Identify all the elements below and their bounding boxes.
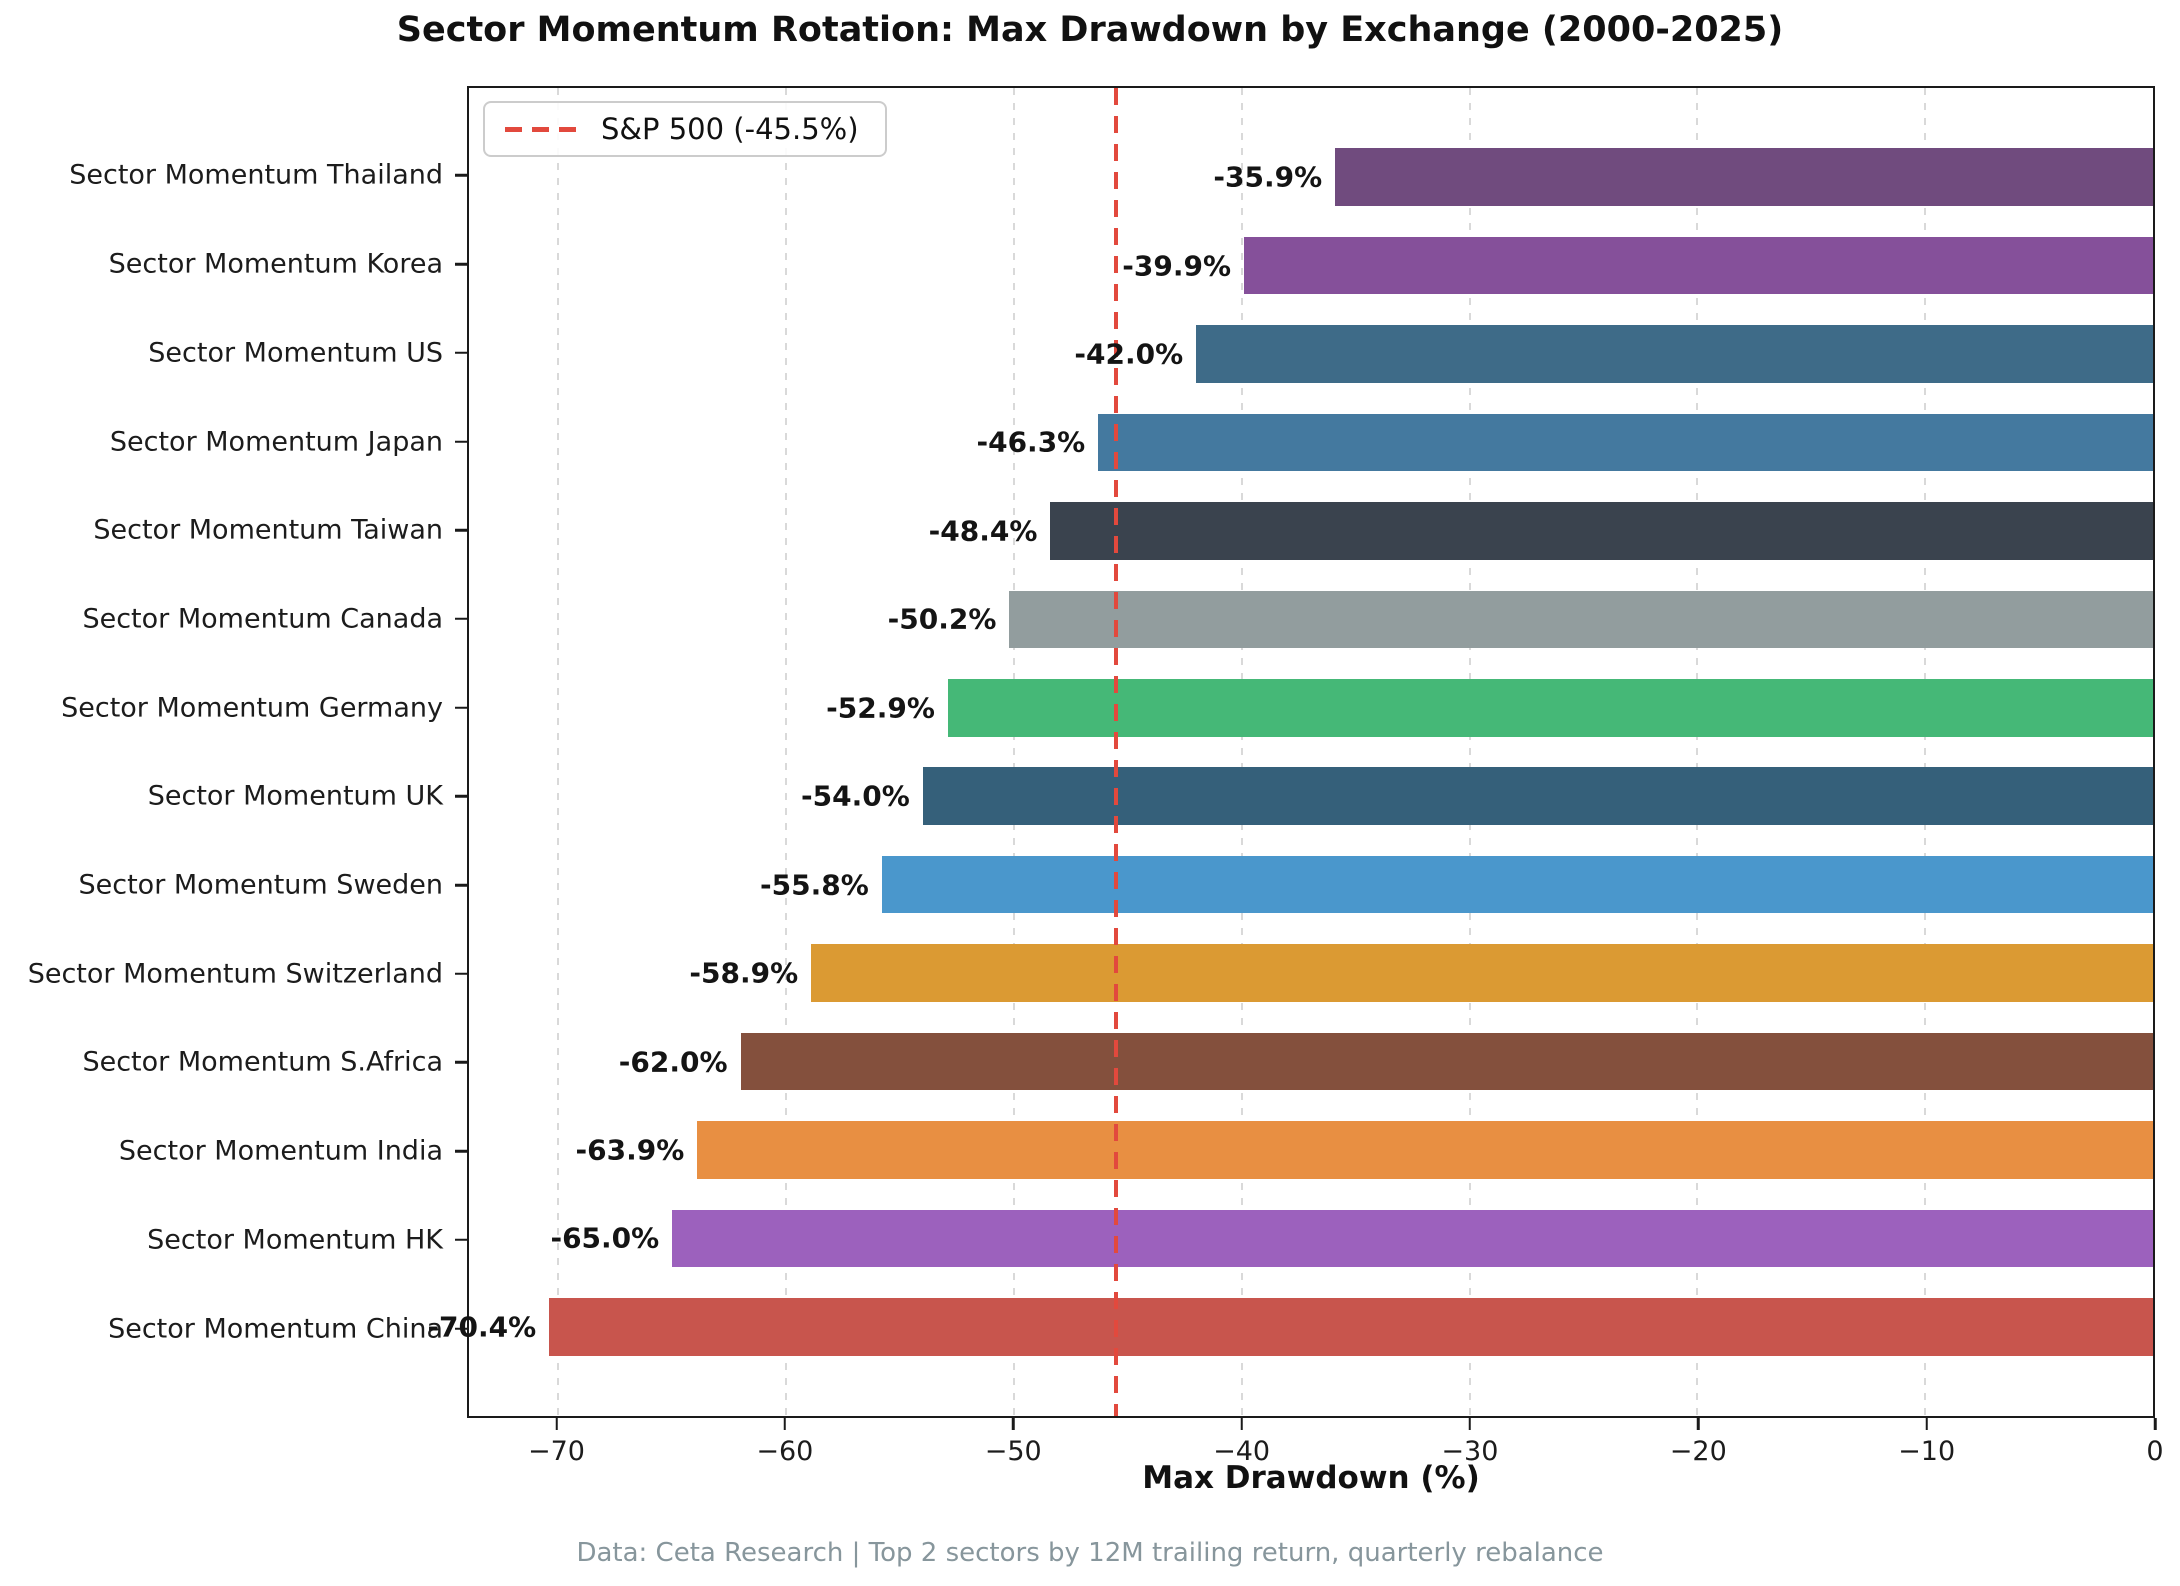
bar-value-label: -48.4% [928,514,1038,548]
x-tick-label: −40 [1213,1436,1271,1467]
x-tick-mark [783,1418,787,1430]
y-tick-mark [455,617,467,621]
y-tick-mark [455,440,467,443]
bar-sector-momentum-germany [947,679,2153,737]
y-tick-mark [455,795,467,798]
x-tick-label: −20 [1669,1436,1727,1467]
bar-value-label: -70.4% [427,1310,537,1344]
bar-value-label: -50.2% [887,602,997,636]
y-tick-label: Sector Momentum HK [147,1224,443,1256]
y-tick-mark [455,883,467,887]
bar-value-label: -62.0% [618,1045,728,1079]
y-tick-mark [455,174,467,177]
bar-value-label: -46.3% [976,425,1086,459]
bar-sector-momentum-japan [1098,413,2153,472]
bar-sector-momentum-hk [672,1209,2153,1268]
bar-value-label: -42.0% [1074,337,1184,371]
gridline [1924,88,1927,1416]
y-tick-label: Sector Momentum S.Africa [82,1046,443,1078]
bar-sector-momentum-uk [922,767,2153,825]
bar-value-label: -35.9% [1213,160,1323,194]
x-tick-label: −50 [984,1436,1042,1467]
y-tick-mark [455,351,467,355]
bar-value-label: -65.0% [550,1221,660,1255]
x-tick-label: −60 [756,1436,814,1467]
bar-sector-momentum-canada [1009,590,2153,649]
y-tick-label: Sector Momentum China [108,1313,443,1345]
sp500-reference-line [1114,88,1119,1416]
gridline [1696,88,1699,1416]
y-axis-labels: Sector Momentum Thailand Sector Momentum … [0,86,443,1418]
bar-value-label: -63.9% [575,1133,685,1167]
y-tick-label: Sector Momentum India [118,1135,443,1167]
y-tick-label: Sector Momentum Thailand [69,159,443,191]
y-tick-label: Sector Momentum US [148,337,443,369]
y-tick-mark [455,1238,467,1242]
x-tick-label: −30 [1441,1436,1499,1467]
sp500-dashed-line-swatch [505,126,579,132]
plot-area: S&P 500 (-45.5%) -35.9% -39.9% -42.0% -46.3… [427,86,2155,1418]
gridline [785,88,788,1416]
x-tick-mark [1925,1418,1928,1430]
bar-sector-momentum-sweden [881,855,2153,914]
gridline [1012,88,1015,1416]
bar-value-label: -58.9% [689,956,799,990]
gridline [557,88,560,1416]
x-axis-title: Max Drawdown (%) [1142,1460,1480,1496]
bar-value-label: -54.0% [801,779,910,813]
bar-sector-momentum-thailand [1335,148,2153,206]
x-tick-mark [2153,1418,2157,1430]
bar-sector-momentum-taiwan [1050,502,2153,560]
bar-value-label: -39.9% [1122,249,1232,283]
y-tick-label: Sector Momentum Switzerland [27,958,443,990]
bar-sector-momentum-s-africa [740,1032,2153,1091]
gridline [1468,88,1471,1416]
y-axis-tick-marks [455,86,467,1418]
x-tick-label: −10 [1898,1436,1956,1467]
bar-value-label: -55.8% [760,868,869,902]
bar-sector-momentum-switzerland [811,944,2153,1002]
y-tick-label: Sector Momentum Sweden [78,869,444,901]
y-tick-mark [455,1061,467,1064]
bar-sector-momentum-us [1196,325,2153,383]
x-tick-mark [1011,1418,1015,1430]
x-tick-mark [555,1418,558,1430]
legend: S&P 500 (-45.5%) [483,101,887,157]
y-tick-mark [455,1149,467,1153]
y-tick-label: Sector Momentum Japan [109,426,443,457]
y-tick-label: Sector Momentum Taiwan [93,514,443,546]
bar-sector-momentum-korea [1244,236,2153,295]
x-tick-label: 0 [2146,1436,2164,1467]
bar-sector-momentum-china [549,1298,2153,1356]
y-tick-mark [455,1327,467,1330]
y-tick-mark [455,262,467,266]
y-tick-mark [455,528,467,532]
bar-value-label: -52.9% [826,691,935,725]
x-tick-mark [1240,1418,1243,1430]
y-tick-mark [455,706,467,709]
y-tick-label: Sector Momentum Germany [61,692,443,724]
y-tick-label: Sector Momentum Korea [108,248,443,280]
x-tick-mark [1697,1418,1700,1430]
x-axis: −70 −60 −50 −40 −30 −20 −10 0 [467,1418,2164,1488]
gridline [1240,88,1243,1416]
legend-label: S&P 500 (-45.5%) [601,112,859,146]
y-tick-label: Sector Momentum Canada [82,603,443,635]
bar-sector-momentum-india [697,1121,2153,1179]
chart-title: Sector Momentum Rotation: Max Drawdown b… [396,10,1784,50]
data-source-caption: Data: Ceta Research | Top 2 sectors by 1… [576,1538,1604,1568]
x-tick-label: −70 [528,1436,585,1467]
y-tick-label: Sector Momentum UK [147,780,443,812]
x-tick-mark [1468,1418,1472,1430]
y-tick-mark [455,972,467,976]
